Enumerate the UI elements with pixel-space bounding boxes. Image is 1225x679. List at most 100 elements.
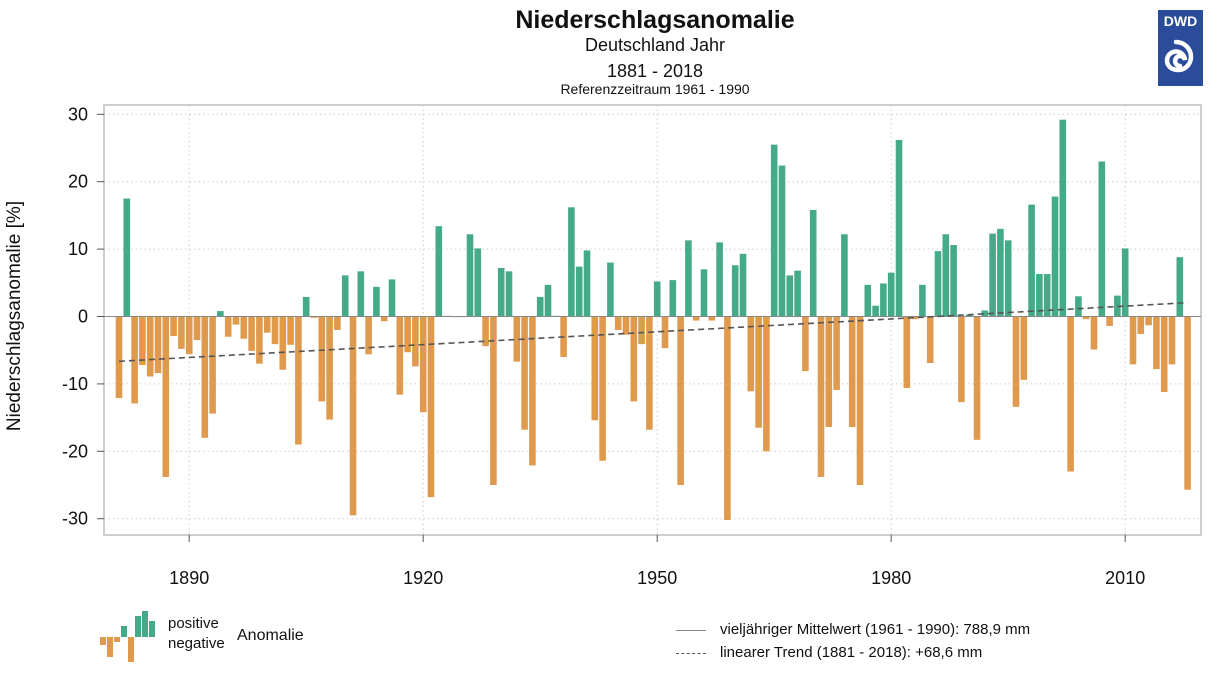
bar-1927 bbox=[474, 248, 482, 317]
bar-1943 bbox=[599, 316, 606, 461]
trend-line bbox=[118, 301, 1188, 363]
x-tick-label: 1890 bbox=[169, 568, 209, 588]
bar-1890 bbox=[185, 316, 193, 355]
bar-1944 bbox=[607, 262, 614, 317]
bar-1976 bbox=[856, 316, 864, 485]
solid-line-icon bbox=[676, 629, 706, 631]
bar-1962 bbox=[747, 316, 755, 392]
bar-1914 bbox=[373, 286, 380, 317]
bar-1960 bbox=[731, 265, 739, 317]
legend-trend: linearer Trend (1881 - 2018): +68,6 mm bbox=[676, 644, 982, 661]
bar-1989 bbox=[958, 316, 965, 403]
bar-1934 bbox=[529, 316, 536, 466]
bar-2006 bbox=[1090, 316, 1098, 350]
bar-2017 bbox=[1176, 257, 1184, 317]
legend-negative: negative bbox=[168, 635, 225, 652]
bar-1977 bbox=[864, 284, 872, 317]
bar-1955 bbox=[692, 316, 700, 321]
bar-1951 bbox=[661, 316, 669, 349]
bar-1895 bbox=[224, 316, 232, 337]
chart-subtitle-reference: Referenzzeitraum 1961 - 1990 bbox=[560, 81, 750, 97]
y-tick-label: 0 bbox=[78, 307, 88, 327]
spiral-icon bbox=[1164, 39, 1194, 73]
bar-2008 bbox=[1106, 316, 1113, 326]
bar-2015 bbox=[1160, 316, 1168, 392]
bar-1998 bbox=[1028, 204, 1035, 317]
bar-1973 bbox=[833, 316, 840, 390]
bar-1959 bbox=[724, 316, 731, 521]
bar-1971 bbox=[817, 316, 825, 477]
bar-1900 bbox=[263, 316, 271, 333]
bar-1881 bbox=[115, 316, 123, 399]
bar-1903 bbox=[287, 316, 294, 345]
bar-1930 bbox=[497, 267, 505, 317]
bar-1935 bbox=[536, 296, 544, 317]
bar-1991 bbox=[973, 316, 981, 440]
y-tick-label: 20 bbox=[68, 172, 88, 192]
y-ticks: 30 20 10 0 -10 -20 -30 bbox=[62, 104, 104, 529]
bar-1995 bbox=[1004, 240, 1012, 317]
bar-1889 bbox=[178, 316, 185, 349]
chart-subtitle-region: Deutschland Jahr bbox=[584, 35, 726, 55]
bar-1907 bbox=[318, 316, 326, 402]
bar-1956 bbox=[700, 269, 708, 317]
bar-1957 bbox=[708, 316, 716, 321]
bar-1913 bbox=[365, 316, 372, 355]
bar-1983 bbox=[911, 316, 918, 320]
x-tick-label: 1950 bbox=[637, 568, 677, 588]
bar-2012 bbox=[1137, 316, 1145, 335]
bar-1916 bbox=[388, 279, 396, 317]
bar-2014 bbox=[1153, 316, 1160, 370]
bar-1969 bbox=[802, 316, 809, 372]
bar-1996 bbox=[1012, 316, 1020, 407]
bar-1950 bbox=[653, 281, 661, 317]
bar-2018 bbox=[1184, 316, 1191, 490]
bar-1942 bbox=[591, 316, 599, 421]
y-tick-label: -10 bbox=[62, 374, 88, 394]
bar-1896 bbox=[232, 316, 240, 325]
bar-1967 bbox=[786, 275, 794, 317]
bar-1921 bbox=[427, 316, 435, 498]
bar-1920 bbox=[419, 316, 427, 413]
bar-1910 bbox=[341, 275, 349, 317]
bar-1997 bbox=[1020, 316, 1028, 380]
bar-1954 bbox=[685, 240, 692, 317]
dwd-logo-text: DWD bbox=[1164, 13, 1197, 29]
y-tick-label: -20 bbox=[62, 441, 88, 461]
plot-frame bbox=[103, 104, 1202, 536]
bar-1902 bbox=[279, 316, 287, 370]
bar-1892 bbox=[201, 316, 209, 438]
dwd-logo: DWD bbox=[1158, 10, 1203, 86]
bar-1975 bbox=[848, 316, 856, 428]
chart-subtitle-period: 1881 - 2018 bbox=[606, 61, 704, 81]
bar-1940 bbox=[575, 266, 583, 317]
legend-trend-label: linearer Trend (1881 - 2018): +68,6 mm bbox=[720, 644, 983, 661]
bar-1932 bbox=[513, 316, 521, 362]
bar-1999 bbox=[1036, 274, 1043, 317]
bar-1948 bbox=[638, 316, 645, 345]
bar-1966 bbox=[778, 165, 786, 317]
legend-positive: positive bbox=[168, 615, 219, 632]
bar-2013 bbox=[1145, 316, 1152, 326]
legend-mean-label: vieljähriger Mittelwert (1961 - 1990): 7… bbox=[720, 621, 1031, 638]
bar-1933 bbox=[521, 316, 528, 430]
x-tick-label: 2010 bbox=[1105, 568, 1145, 588]
bar-1894 bbox=[217, 311, 224, 317]
dashed-line-icon bbox=[676, 652, 706, 654]
y-tick-label: -30 bbox=[62, 509, 88, 529]
bar-1922 bbox=[435, 226, 443, 317]
bar-1898 bbox=[248, 316, 255, 351]
bar-1906 bbox=[310, 316, 318, 318]
bar-1899 bbox=[256, 316, 263, 364]
bar-1908 bbox=[326, 316, 333, 420]
x-ticks: 1890 1920 1950 1980 2010 bbox=[169, 535, 1145, 588]
bar-1994 bbox=[997, 228, 1004, 317]
x-tick-label: 1920 bbox=[403, 568, 443, 588]
bar-1974 bbox=[841, 234, 848, 317]
bar-2011 bbox=[1129, 316, 1137, 365]
bar-1888 bbox=[170, 316, 177, 337]
bar-1936 bbox=[544, 284, 552, 317]
bar-1953 bbox=[677, 316, 684, 485]
bar-1978 bbox=[872, 305, 879, 317]
